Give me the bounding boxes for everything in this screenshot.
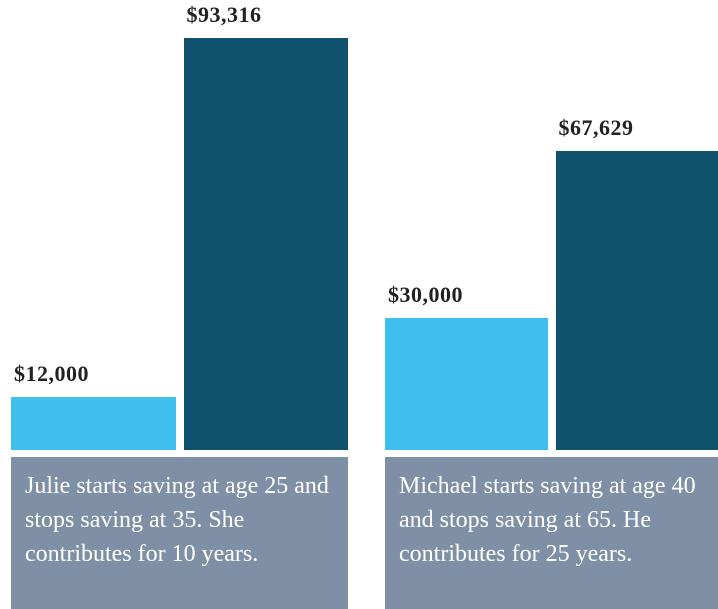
bar [555, 151, 718, 450]
value-label: $12,000 [14, 361, 89, 387]
value-label: $30,000 [388, 281, 463, 307]
category-label: Julie starts saving at age 25 and stops … [11, 457, 348, 609]
value-label: $67,629 [558, 115, 634, 141]
bar [385, 317, 548, 450]
value-label: $93,316 [186, 2, 262, 27]
bar [183, 38, 348, 450]
category-label: Michael starts saving at age 40 and stop… [385, 457, 718, 609]
bar [11, 397, 176, 450]
